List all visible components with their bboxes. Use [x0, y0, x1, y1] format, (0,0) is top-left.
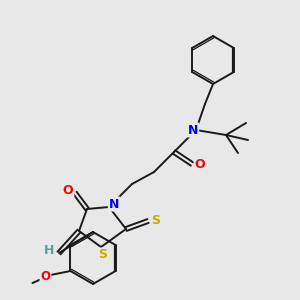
Text: S: S — [152, 214, 160, 227]
Text: N: N — [188, 124, 198, 136]
Text: H: H — [44, 244, 54, 257]
Text: S: S — [98, 248, 107, 262]
Text: O: O — [63, 184, 73, 197]
Text: O: O — [195, 158, 205, 170]
Text: O: O — [40, 269, 50, 283]
Text: N: N — [109, 197, 119, 211]
